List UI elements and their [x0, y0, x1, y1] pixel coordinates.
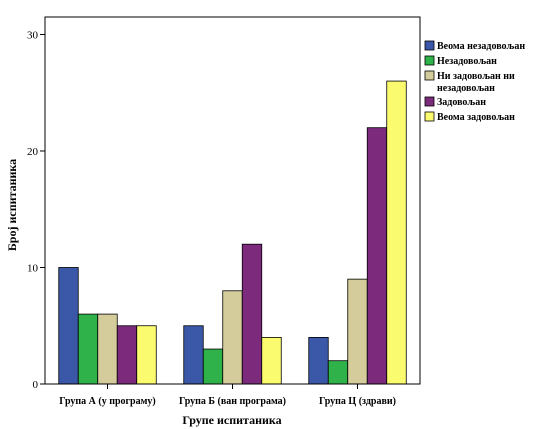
legend-label: Веома задовољан	[437, 112, 515, 123]
legend-swatch	[424, 111, 435, 122]
bar	[308, 336, 329, 385]
bar	[366, 127, 388, 385]
y-tick-label: 30	[27, 29, 39, 41]
bar	[222, 290, 243, 385]
x-categories-group: Група А (у програму) Група Б (ван програм…	[59, 384, 396, 407]
bar	[183, 325, 204, 385]
bars-group	[58, 80, 407, 385]
y-ticks-group: 0 10 20 30	[27, 29, 45, 391]
x-axis-title: Групе испитаника	[182, 413, 281, 427]
bar	[327, 360, 349, 385]
bar	[77, 313, 99, 385]
y-axis-title: Број испитаника	[5, 159, 19, 251]
legend-label: Незадовољан	[437, 56, 497, 67]
legend-label: Задовољан	[437, 97, 486, 108]
bar	[202, 348, 224, 385]
y-tick-label: 20	[27, 146, 39, 158]
legend-label: Ни задовољан ни незадовољан	[437, 71, 515, 94]
x-tick-label: Група Ц (здрави)	[319, 396, 396, 407]
bar	[116, 325, 138, 385]
legend-swatch	[424, 70, 435, 81]
bar	[386, 80, 407, 385]
legend: Веома незадовољан Незадовољан Ни задовољан…	[424, 40, 525, 123]
y-tick-label: 10	[27, 262, 39, 274]
bar	[241, 243, 263, 385]
legend-swatch	[424, 96, 435, 107]
bar	[347, 278, 368, 385]
bar	[97, 313, 118, 385]
bar	[261, 336, 282, 385]
legend-swatch	[424, 40, 435, 51]
bar	[136, 325, 157, 385]
x-tick-label: Група Б (ван програма)	[179, 396, 286, 407]
legend-swatch	[424, 55, 435, 66]
y-tick-label: 0	[33, 379, 39, 391]
bar	[58, 267, 79, 385]
x-tick-label: Група А (у програму)	[59, 396, 156, 407]
legend-label: Веома незадовољан	[437, 41, 525, 52]
